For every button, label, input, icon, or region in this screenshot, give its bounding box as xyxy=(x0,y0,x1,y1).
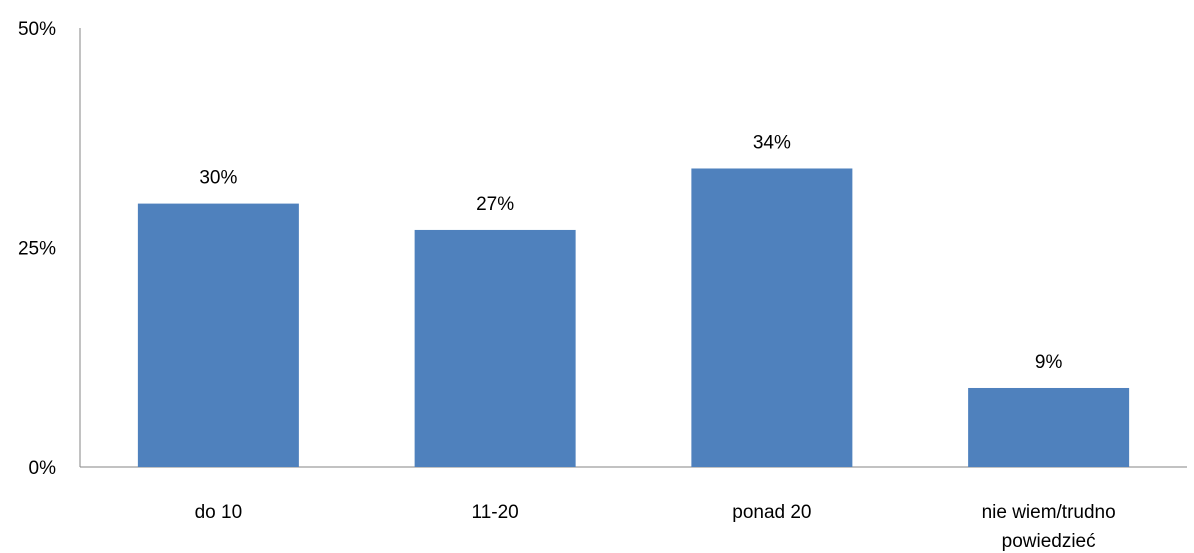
y-tick-label: 50% xyxy=(18,19,56,40)
labels: 0% 25% 50% 30% do 10 27% 11-20 34% ponad 20 9% nie… xyxy=(18,19,1116,552)
category-label: ponad 20 xyxy=(732,502,811,523)
category-label: nie wiem/trudno powiedzieć xyxy=(982,502,1116,552)
y-tick-label: 25% xyxy=(18,239,56,260)
bar xyxy=(137,203,299,467)
data-label: 9% xyxy=(1035,352,1063,373)
data-label: 30% xyxy=(199,168,237,189)
category-label: do 10 xyxy=(195,502,243,523)
bar xyxy=(968,387,1130,467)
data-label: 27% xyxy=(476,194,514,215)
y-tick-label: 0% xyxy=(29,458,57,479)
bars xyxy=(137,168,1130,468)
bar xyxy=(691,168,853,468)
category-label: 11-20 xyxy=(472,502,519,523)
data-label: 34% xyxy=(753,132,791,153)
bar xyxy=(414,229,576,467)
